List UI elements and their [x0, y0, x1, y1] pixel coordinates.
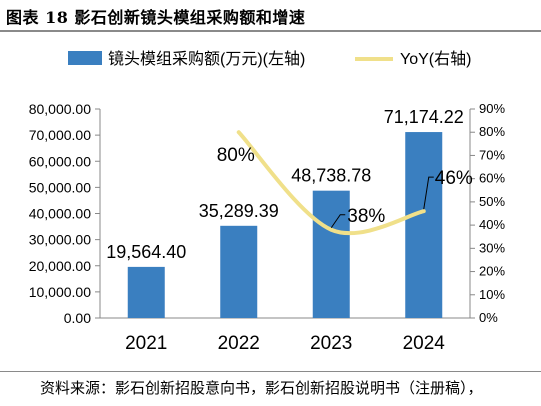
right-tick-label: 60% — [479, 171, 505, 186]
yoy-label: 80% — [217, 145, 255, 166]
bar-series — [127, 132, 443, 318]
source-note: 资料来源：影石创新招股意向书，影石创新招股说明书（注册稿）， — [40, 379, 483, 397]
x-tick-label: 2023 — [310, 333, 352, 354]
line-series — [236, 130, 426, 236]
right-tick-label: 20% — [479, 264, 505, 279]
title-divider — [0, 30, 541, 32]
left-tick-label: 40,000.00 — [29, 206, 91, 222]
data-labels: 19,564.40 35,289.39 48,738.78 71,174.22 80% 3… — [106, 107, 473, 262]
right-tick-label: 30% — [479, 240, 505, 255]
x-tick-label: 2022 — [218, 333, 260, 354]
right-tick-label: 90% — [479, 101, 505, 116]
legend-line-label: YoY(右轴) — [400, 50, 471, 68]
bar — [127, 266, 165, 318]
right-tick-label: 80% — [479, 124, 505, 139]
bar — [220, 225, 258, 318]
right-tick-label: 0% — [479, 310, 498, 325]
left-tick-label: 0.00 — [64, 310, 91, 326]
right-tick-label: 10% — [479, 287, 505, 302]
yoy-leader-line — [330, 214, 346, 229]
yoy-leader-line — [423, 176, 434, 210]
right-tick-label: 50% — [479, 194, 505, 209]
figure-title: 图表 18 影石创新镜头模组采购额和增速 — [6, 8, 306, 27]
right-tick-label: 40% — [479, 217, 505, 232]
left-tick-label: 10,000.00 — [29, 284, 91, 300]
source-divider — [0, 371, 541, 372]
chart-axes: 0.00 10,000.00 20,000.00 30,000.00 40,000.00… — [29, 101, 506, 354]
bar-value-label: 48,738.78 — [291, 166, 371, 186]
chart-legend: 镜头模组采购额(万元)(左轴) YoY(右轴) — [68, 49, 471, 68]
legend-bar-label: 镜头模组采购额(万元)(左轴) — [108, 49, 305, 68]
bar — [405, 132, 443, 318]
chart: 镜头模组采购额(万元)(左轴) YoY(右轴) 0.00 10,000.00 20,0… — [29, 49, 506, 354]
yoy-line — [236, 130, 426, 236]
bar — [312, 190, 350, 318]
x-tick-label: 2024 — [403, 333, 446, 354]
bar-value-label: 35,289.39 — [199, 201, 279, 221]
x-tick-label: 2021 — [125, 333, 167, 354]
left-tick-label: 60,000.00 — [29, 153, 91, 169]
yoy-label: 46% — [435, 168, 473, 189]
left-tick-label: 70,000.00 — [29, 127, 91, 143]
yoy-label: 38% — [347, 206, 385, 227]
left-tick-label: 80,000.00 — [29, 101, 91, 117]
left-tick-label: 20,000.00 — [29, 258, 91, 274]
left-tick-label: 30,000.00 — [29, 232, 91, 248]
left-tick-label: 50,000.00 — [29, 179, 91, 195]
bar-value-label: 19,564.40 — [106, 242, 186, 262]
legend-bar-swatch — [68, 51, 102, 65]
bar-value-label: 71,174.22 — [384, 107, 464, 127]
right-tick-label: 70% — [479, 147, 505, 162]
